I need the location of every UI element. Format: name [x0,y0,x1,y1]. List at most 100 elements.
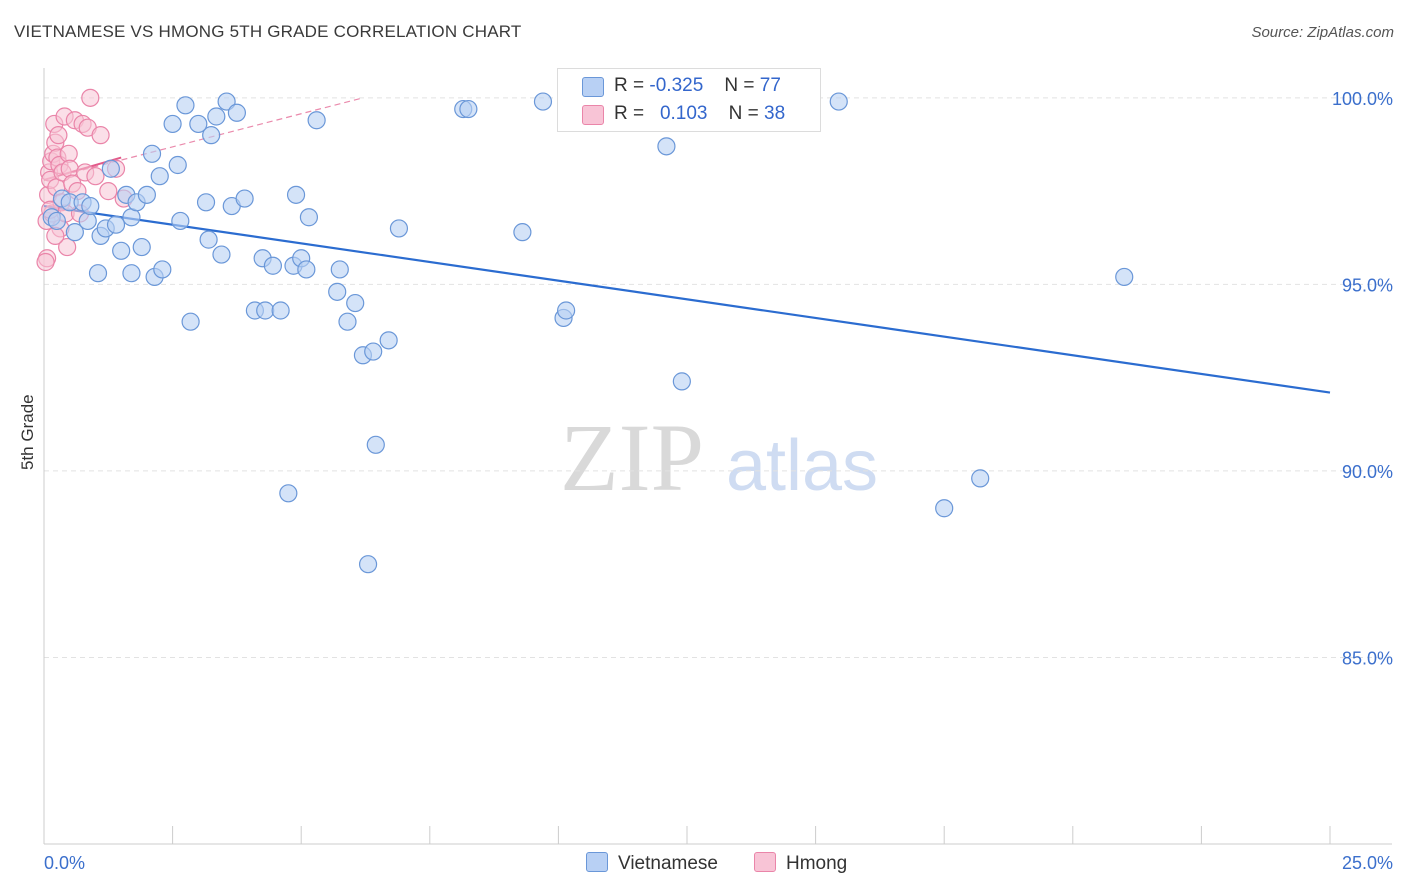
vietnamese-point [81,196,100,216]
legend-swatch-hmong [582,105,604,125]
vietnamese-point [207,107,226,126]
watermark-zip: ZIP [560,404,704,511]
vietnamese-point [217,92,236,111]
vietnamese-point [199,230,218,249]
hmong-point [46,226,65,245]
vietnamese-point [176,96,195,115]
legend-n-value-hmong: 38 [764,103,786,124]
vietnamese-point [366,435,385,454]
legend-n-value-vietnamese: 77 [759,75,781,96]
vietnamese-point [657,137,676,156]
y-tick-label: 95.0% [1342,275,1393,295]
x-tick-label: 0.0% [44,853,85,873]
vietnamese-point [168,155,187,175]
vietnamese-point [358,555,378,574]
vietnamese-point [163,114,182,134]
vietnamese-point [1115,267,1134,287]
vietnamese-point [279,484,298,503]
vietnamese-point [459,99,478,119]
source-label: Source: ZipAtlas.com [1251,24,1394,41]
vietnamese-point [112,241,131,260]
vietnamese-point [307,111,326,130]
legend-n-label: N = [724,75,755,96]
vietnamese-point [672,372,691,391]
hmong-point [36,252,55,272]
bottom-legend-label-vietnamese: Vietnamese [618,853,718,874]
watermark: ZIP atlas [560,404,878,511]
vietnamese-point [338,312,357,331]
bottom-legend-swatch-hmong [754,852,776,872]
vietnamese-point [346,293,365,313]
vietnamese-point [271,301,290,320]
vietnamese-point [106,215,126,234]
hmong-point [99,182,118,201]
tick-labels: 85.0% 90.0% 95.0% 100.0% 0.0% 25.0% [44,89,1393,873]
bottom-legend-label-hmong: Hmong [786,853,848,874]
vietnamese-point [328,282,347,301]
hmong-point [58,237,77,257]
vietnamese-point [263,256,283,275]
hmong-point [86,167,105,186]
vietnamese-point [286,185,306,204]
legend-r-label: R = [614,103,645,124]
vietnamese-point [235,189,254,208]
vietnamese-point [181,312,200,331]
vietnamese-point [227,103,246,122]
vietnamese-point [364,342,383,361]
vietnamese-point [829,92,848,111]
vietnamese-point [171,211,190,231]
y-tick-label: 100.0% [1332,89,1393,109]
vietnamese-point [137,185,156,204]
vietnamese-point [971,469,990,488]
vietnamese-point [330,260,349,279]
axes [43,68,1392,845]
vietnamese-point [88,264,108,283]
x-tick-label: 25.0% [1342,853,1393,873]
vietnamese-point [153,260,172,279]
watermark-atlas: atlas [726,426,878,506]
vietnamese-points [42,92,1134,574]
vietnamese-point [297,260,316,279]
vietnamese-point [65,223,84,242]
hmong-point [81,88,100,107]
legend-swatch-vietnamese [582,77,604,97]
vietnamese-point [122,264,141,283]
hmong-point [49,126,68,145]
trend-lines [43,97,1331,394]
vietnamese-point [196,193,216,212]
bottom-legend-swatch-vietnamese [586,852,608,872]
y-tick-label: 85.0% [1342,648,1393,668]
stats-legend: R = -0.325 N = 77 R = 0.103 N = 38 [557,68,821,132]
vietnamese-point [256,301,275,320]
vietnamese-point [513,223,532,242]
bottom-legend-hmong: Hmong [754,852,847,875]
y-axis-label: 5th Grade [18,394,37,470]
vietnamese-point [299,208,319,227]
vietnamese-point [47,211,66,231]
gridlines [44,97,1392,658]
hmong-point [60,159,79,178]
chart-title: VIETNAMESE VS HMONG 5TH GRADE CORRELATIO… [14,22,522,41]
vietnamese-point [78,211,97,231]
vietnamese-point [557,301,576,320]
vietnamese-point [189,114,208,134]
vietnamese-point [533,92,553,111]
vietnamese-point [379,331,398,350]
vietnamese-trend-line [43,204,1331,394]
vietnamese-point [101,159,120,178]
legend-r-value-hmong: 0.103 [659,103,708,124]
vietnamese-point [150,167,169,186]
vietnamese-point [212,245,231,264]
bottom-legend-vietnamese: Vietnamese [586,852,718,875]
y-tick-label: 90.0% [1342,462,1393,482]
hmong-point [91,126,110,145]
legend-r-label: R = [614,75,645,96]
legend-n-label: N = [728,103,759,124]
vietnamese-point [202,126,221,145]
vietnamese-point [389,219,409,238]
vietnamese-point [132,237,151,257]
vietnamese-point [142,144,162,163]
legend-r-value-vietnamese: -0.325 [649,75,704,96]
vietnamese-point [935,499,954,518]
